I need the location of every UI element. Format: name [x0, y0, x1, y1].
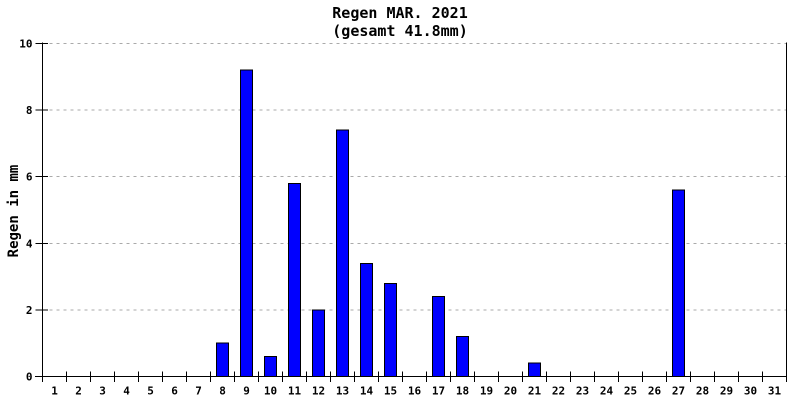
- bar-day-10: [264, 356, 277, 377]
- bar-day-11: [288, 182, 301, 377]
- x-tick-label-17: 17: [432, 385, 445, 398]
- x-tick-label-7: 7: [195, 385, 202, 398]
- x-tick-label-19: 19: [480, 385, 493, 398]
- x-tick-label-31: 31: [768, 385, 782, 398]
- x-tick-label-4: 4: [123, 385, 130, 398]
- x-tick-label-28: 28: [696, 385, 709, 398]
- x-tick-label-8: 8: [219, 385, 226, 398]
- x-tick-label-15: 15: [384, 385, 397, 398]
- y-tick-label-0: 0: [26, 371, 33, 384]
- x-tick-label-16: 16: [408, 385, 422, 398]
- bar-day-15: [384, 282, 397, 378]
- x-tick-label-25: 25: [624, 385, 637, 398]
- y-tick-label-8: 8: [26, 104, 33, 117]
- y-tick-label-2: 2: [26, 304, 33, 317]
- x-tick-label-24: 24: [600, 385, 614, 398]
- y-tick-label-4: 4: [26, 237, 33, 250]
- x-tick-label-3: 3: [99, 385, 106, 398]
- bar-day-27: [672, 189, 685, 377]
- x-tick-label-18: 18: [456, 385, 469, 398]
- x-tick-label-27: 27: [672, 385, 685, 398]
- x-tick-label-2: 2: [75, 385, 82, 398]
- x-tick-label-20: 20: [504, 385, 517, 398]
- x-tick-label-29: 29: [720, 385, 733, 398]
- x-tick-label-22: 22: [552, 385, 565, 398]
- x-tick-label-13: 13: [336, 385, 349, 398]
- x-tick-label-14: 14: [360, 385, 374, 398]
- y-tick-label-10: 10: [19, 38, 32, 51]
- bar-day-13: [336, 129, 349, 377]
- bar-day-8: [216, 342, 229, 378]
- x-tick-label-23: 23: [576, 385, 589, 398]
- x-tick-label-30: 30: [744, 385, 757, 398]
- chart-title: Regen MAR. 2021: [332, 4, 468, 22]
- x-tick-label-5: 5: [147, 385, 154, 398]
- bar-day-14: [360, 262, 373, 377]
- chart-subtitle: (gesamt 41.8mm): [332, 22, 468, 40]
- bar-day-21: [528, 362, 541, 377]
- bar-day-12: [312, 309, 325, 377]
- x-tick-label-26: 26: [648, 385, 662, 398]
- x-tick-label-1: 1: [51, 385, 58, 398]
- x-tick-label-10: 10: [264, 385, 277, 398]
- x-tick-label-9: 9: [243, 385, 250, 398]
- x-tick-label-11: 11: [288, 385, 302, 398]
- bar-day-9: [240, 69, 253, 377]
- bar-day-18: [456, 336, 469, 378]
- y-tick-label-6: 6: [26, 171, 33, 184]
- bar-day-17: [432, 296, 445, 377]
- x-tick-label-6: 6: [171, 385, 178, 398]
- x-tick-label-12: 12: [312, 385, 325, 398]
- x-tick-label-21: 21: [528, 385, 542, 398]
